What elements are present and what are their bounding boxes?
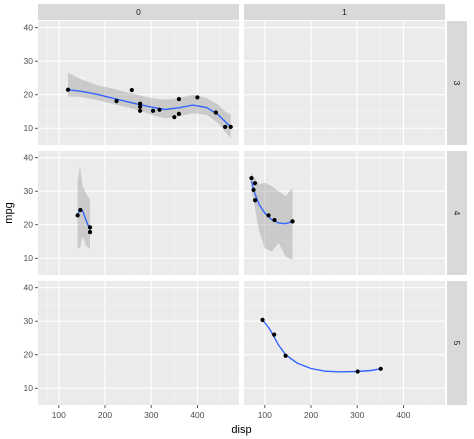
data-point	[251, 187, 256, 192]
panel-background	[38, 281, 239, 405]
data-point	[176, 111, 182, 116]
panel-1-5	[244, 281, 445, 405]
y-tick-label: 30	[24, 56, 34, 66]
x-tick-label: 200	[98, 410, 112, 420]
strip-top-label: 1	[342, 7, 347, 17]
data-point	[213, 110, 218, 115]
data-point	[228, 124, 233, 130]
y-tick-label: 20	[24, 220, 34, 230]
y-tick-label: 30	[24, 316, 34, 326]
confidence-band	[77, 166, 90, 249]
data-point	[87, 225, 93, 230]
data-point	[75, 213, 80, 218]
y-tick-label: 40	[24, 153, 34, 163]
data-point	[172, 115, 177, 120]
panel-0-4	[38, 151, 239, 275]
panel-0-3	[38, 21, 239, 145]
data-point	[252, 181, 258, 186]
y-axis-title: mpg	[3, 202, 15, 223]
panel-1-4	[244, 151, 445, 275]
strip-right-label: 5	[452, 341, 462, 346]
panel-background	[244, 21, 445, 145]
data-point	[87, 230, 93, 235]
panel-1-3	[244, 21, 445, 145]
strip-right-label: 3	[452, 81, 462, 86]
data-point	[249, 176, 254, 181]
strip-top-label: 0	[136, 7, 141, 17]
y-tick-label: 10	[24, 383, 34, 393]
data-point	[195, 95, 200, 100]
data-point	[78, 207, 83, 213]
strip-right-3	[447, 21, 467, 145]
panel-background	[244, 151, 445, 275]
y-tick-label: 20	[24, 350, 34, 360]
x-tick-label: 300	[350, 410, 364, 420]
x-axis-title: disp	[231, 424, 251, 436]
data-point	[65, 87, 71, 92]
strip-top-1	[244, 4, 445, 20]
panel-data-0-4	[75, 166, 93, 249]
smooth-line	[261, 319, 381, 373]
y-tick-label: 40	[24, 23, 34, 33]
data-point	[283, 353, 288, 358]
data-point	[272, 332, 277, 337]
data-point	[150, 108, 156, 113]
panel-background	[244, 281, 445, 405]
data-point	[138, 108, 143, 113]
confidence-band	[251, 172, 293, 260]
strip-right-label: 4	[452, 211, 462, 216]
panel-0-5	[38, 281, 239, 405]
y-tick-label: 10	[24, 123, 34, 133]
data-point	[138, 101, 143, 106]
data-point	[157, 107, 162, 112]
panel-data-0-3	[65, 72, 233, 139]
panel-background	[38, 151, 239, 275]
data-point	[252, 198, 258, 203]
data-point	[378, 366, 383, 371]
y-tick-label: 30	[24, 186, 34, 196]
data-point	[266, 213, 271, 218]
data-point	[355, 369, 360, 374]
panel-data-1-4	[249, 172, 295, 260]
strip-right-5	[447, 281, 467, 405]
panel-data-1-5	[260, 317, 383, 374]
data-point	[223, 124, 228, 130]
data-point	[290, 219, 295, 224]
data-point	[138, 104, 143, 109]
x-tick-label: 400	[190, 410, 204, 420]
y-tick-label: 10	[24, 253, 34, 263]
panel-background	[38, 21, 239, 145]
data-point	[129, 87, 134, 93]
data-point	[176, 96, 182, 102]
y-tick-label: 40	[24, 283, 34, 293]
data-point	[114, 98, 119, 104]
strip-top-0	[38, 4, 239, 20]
strip-right-4	[447, 151, 467, 275]
data-point	[272, 217, 277, 223]
data-point	[260, 317, 265, 322]
y-tick-label: 20	[24, 90, 34, 100]
x-tick-label: 100	[258, 410, 272, 420]
confidence-band	[68, 72, 231, 139]
x-tick-label: 200	[304, 410, 318, 420]
x-tick-label: 100	[52, 410, 66, 420]
x-tick-label: 400	[396, 410, 410, 420]
x-tick-label: 300	[144, 410, 158, 420]
